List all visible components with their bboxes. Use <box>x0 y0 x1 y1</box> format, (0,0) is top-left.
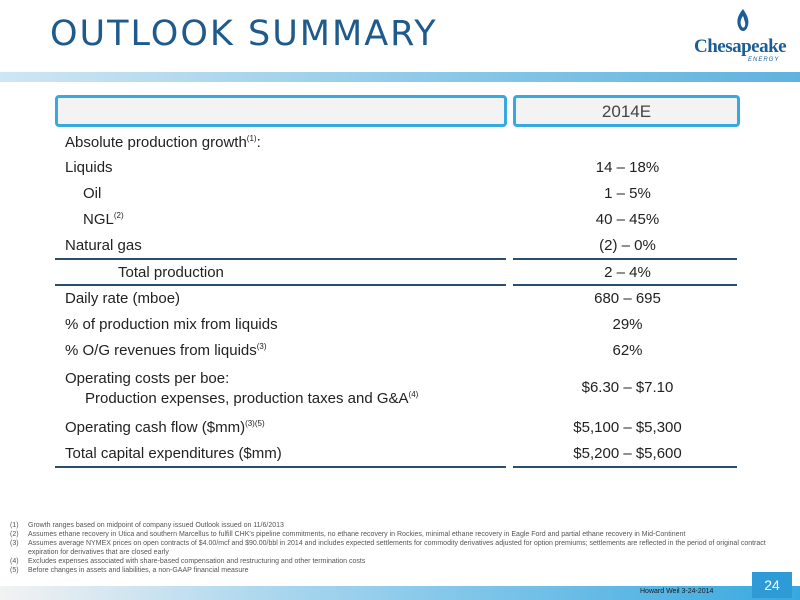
row-label: % O/G revenues from liquids(3) <box>65 342 267 359</box>
row-value: 14 – 18% <box>595 159 660 176</box>
row-label: Oil <box>83 185 102 202</box>
row-value: 40 – 45% <box>595 211 660 228</box>
footer-band <box>0 586 800 600</box>
footnote: (2) Assumes ethane recovery in Utica and … <box>10 531 686 538</box>
row-value: 29% <box>612 316 643 333</box>
company-logo: Chesapeake ENERGY <box>690 8 790 64</box>
flame-icon <box>737 9 749 31</box>
row-separator <box>513 284 737 286</box>
row-value: (2) – 0% <box>599 237 656 254</box>
row-value: $5,100 – $5,300 <box>573 419 682 436</box>
row-value: $5,200 – $5,600 <box>573 445 682 462</box>
row-label: Operating cash flow ($mm)(3)(5) <box>65 419 265 436</box>
row-label: Operating costs per boe: <box>65 370 230 387</box>
row-separator <box>55 466 506 468</box>
row-label: Total capital expenditures ($mm) <box>65 445 282 462</box>
row-label: Absolute production growth(1): <box>65 134 261 151</box>
table-header-year: 2014E <box>601 102 652 121</box>
row-label: Production expenses, production taxes an… <box>85 390 419 407</box>
header-band <box>0 72 800 82</box>
row-value: 680 – 695 <box>594 290 661 307</box>
page-title: OUTLOOK SUMMARY <box>50 14 438 54</box>
row-label: % of production mix from liquids <box>65 316 278 333</box>
row-value: 1 – 5% <box>604 185 651 202</box>
footnote: (3) Assumes average NYMEX prices on open … <box>10 540 766 556</box>
row-separator <box>55 258 506 260</box>
row-label: Total production <box>118 264 224 281</box>
row-value: 62% <box>612 342 643 359</box>
row-label: Natural gas <box>65 237 142 254</box>
logo-wordmark: Chesapeake <box>694 36 787 57</box>
row-value: 2 – 4% <box>604 264 651 281</box>
table-header-label-box <box>55 95 507 127</box>
row-separator <box>513 466 737 468</box>
row-value: $6.30 – $7.10 <box>581 379 674 396</box>
footnote: (1) Growth ranges based on midpoint of co… <box>10 522 284 529</box>
footnote: (4) Excludes expenses associated with sha… <box>10 558 366 565</box>
event-label: Howard Weil 3-24-2014 <box>640 588 714 595</box>
table-header-year-box: 2014E <box>513 95 740 127</box>
footnotes: (1) Growth ranges based on midpoint of co… <box>10 521 770 575</box>
logo-subtext: ENERGY <box>748 57 780 63</box>
footnote: (5) Before changes in assets and liabilit… <box>10 567 249 574</box>
row-label: Liquids <box>65 159 113 176</box>
row-label: Daily rate (mboe) <box>65 290 181 307</box>
row-separator <box>55 284 506 286</box>
row-label: NGL(2) <box>83 211 124 228</box>
row-separator <box>513 258 737 260</box>
page-number: 24 <box>752 572 792 598</box>
